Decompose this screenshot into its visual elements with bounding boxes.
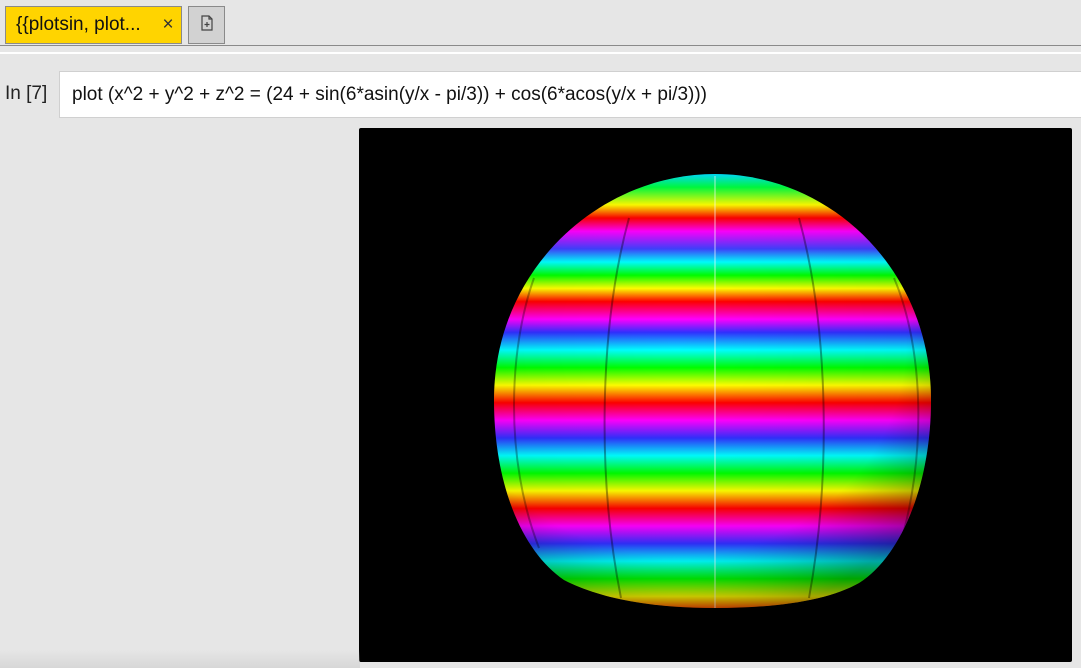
- divider: [0, 52, 1081, 54]
- new-tab-button[interactable]: [188, 6, 225, 44]
- close-icon[interactable]: ×: [162, 14, 174, 35]
- tab-bar: {{plotsin, plot... ×: [0, 0, 1081, 46]
- tab-label: {{plotsin, plot...: [16, 14, 141, 35]
- 3d-surface-plot[interactable]: [359, 128, 1072, 662]
- notebook-tab[interactable]: {{plotsin, plot... ×: [5, 6, 182, 44]
- plot-output[interactable]: [359, 128, 1072, 662]
- cell-prompt: In [7]: [5, 83, 48, 104]
- new-file-icon: [200, 14, 214, 36]
- cell-input[interactable]: plot (x^2 + y^2 + z^2 = (24 + sin(6*asin…: [59, 71, 1081, 118]
- surface: [494, 174, 931, 608]
- bottom-shade: [0, 650, 360, 668]
